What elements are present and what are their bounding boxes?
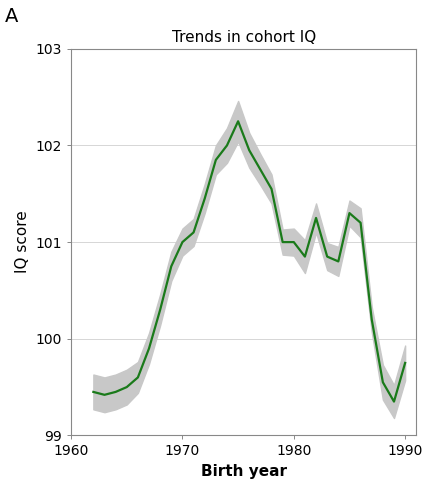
Y-axis label: IQ score: IQ score bbox=[15, 211, 30, 274]
Title: Trends in cohort IQ: Trends in cohort IQ bbox=[172, 30, 316, 45]
Text: A: A bbox=[4, 7, 18, 26]
X-axis label: Birth year: Birth year bbox=[201, 464, 287, 479]
